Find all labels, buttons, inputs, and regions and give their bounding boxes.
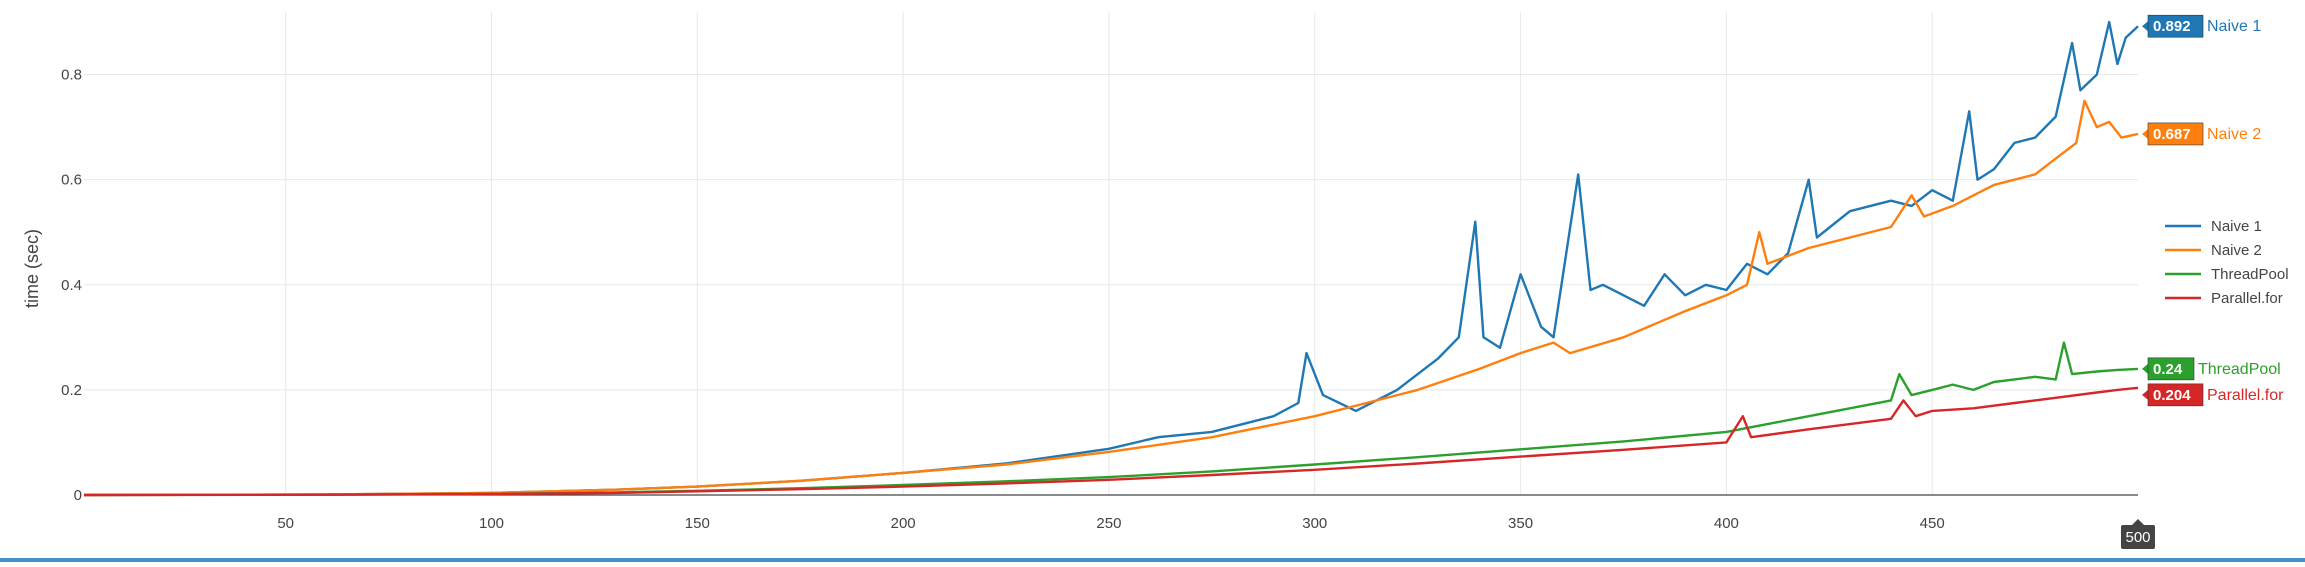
x-tick-label: 350: [1508, 515, 1533, 532]
y-tick-label: 0.6: [61, 172, 82, 189]
end-tag-value: 0.687: [2153, 126, 2191, 143]
series-line-naive-2[interactable]: [83, 99, 2139, 497]
end-tag-value: 0.24: [2153, 361, 2183, 378]
hover-x-label: 500: [2125, 529, 2150, 546]
end-tag-box: [2147, 14, 2204, 38]
axes: 0 0.2 0.4 0.6 0.8 50 100 150 200 250 300 350 400 450 5…: [61, 67, 2155, 549]
x-tick-label: 300: [1302, 515, 1327, 532]
legend-item-label[interactable]: Naive 2: [2211, 242, 2262, 259]
end-tag-pointer: [2142, 363, 2148, 374]
end-tag-value: 0.892: [2153, 18, 2191, 35]
y-tick-label: 0.4: [61, 277, 82, 294]
legend-item-label[interactable]: ThreadPool: [2211, 266, 2289, 283]
x-tick-label: 200: [891, 515, 916, 532]
end-tag-box: [2147, 122, 2204, 146]
end-tag-series-name: Naive 2: [2207, 126, 2261, 143]
legend-item-label[interactable]: Parallel.for: [2211, 290, 2283, 307]
end-tag-pointer: [2142, 21, 2148, 32]
x-tick-label: 400: [1714, 515, 1739, 532]
x-tick-label: 50: [277, 515, 294, 532]
end-tag-series-name: Parallel.for: [2207, 387, 2284, 404]
y-axis-title: time (sec): [22, 229, 42, 308]
y-tick-label: 0: [74, 487, 82, 504]
series-line-parallel-for[interactable]: [83, 386, 2139, 497]
x-tick-label: 100: [479, 515, 504, 532]
hover-x-pointer: [2132, 519, 2144, 525]
gridlines: [84, 12, 2138, 495]
end-tag-box: [2147, 357, 2195, 381]
end-tag-series-name: ThreadPool: [2198, 361, 2281, 378]
end-tag-box: [2147, 383, 2204, 407]
series-line-naive-1[interactable]: [83, 20, 2139, 497]
y-tick-label: 0.2: [61, 382, 82, 399]
series-line-threadpool[interactable]: [83, 341, 2139, 497]
bottom-rule: [0, 558, 2305, 562]
x-tick-label: 150: [685, 515, 710, 532]
hover-x-box: [2121, 525, 2155, 549]
x-tick-label: 250: [1096, 515, 1121, 532]
end-labels: 0.892 Naive 1 0.687 Naive 2 0.24 ThreadPool 0.…: [2142, 14, 2284, 407]
end-tag-pointer: [2142, 389, 2148, 400]
end-tag-value: 0.204: [2153, 387, 2191, 404]
end-tag-series-name: Naive 1: [2207, 18, 2261, 35]
series-lines: [83, 20, 2139, 497]
legend-item-label[interactable]: Naive 1: [2211, 218, 2262, 235]
x-tick-label: 450: [1920, 515, 1945, 532]
y-tick-label: 0.8: [61, 67, 82, 84]
legend[interactable]: Naive 1 Naive 2 ThreadPool Parallel.for: [2165, 218, 2289, 307]
end-tag-pointer: [2142, 128, 2148, 139]
